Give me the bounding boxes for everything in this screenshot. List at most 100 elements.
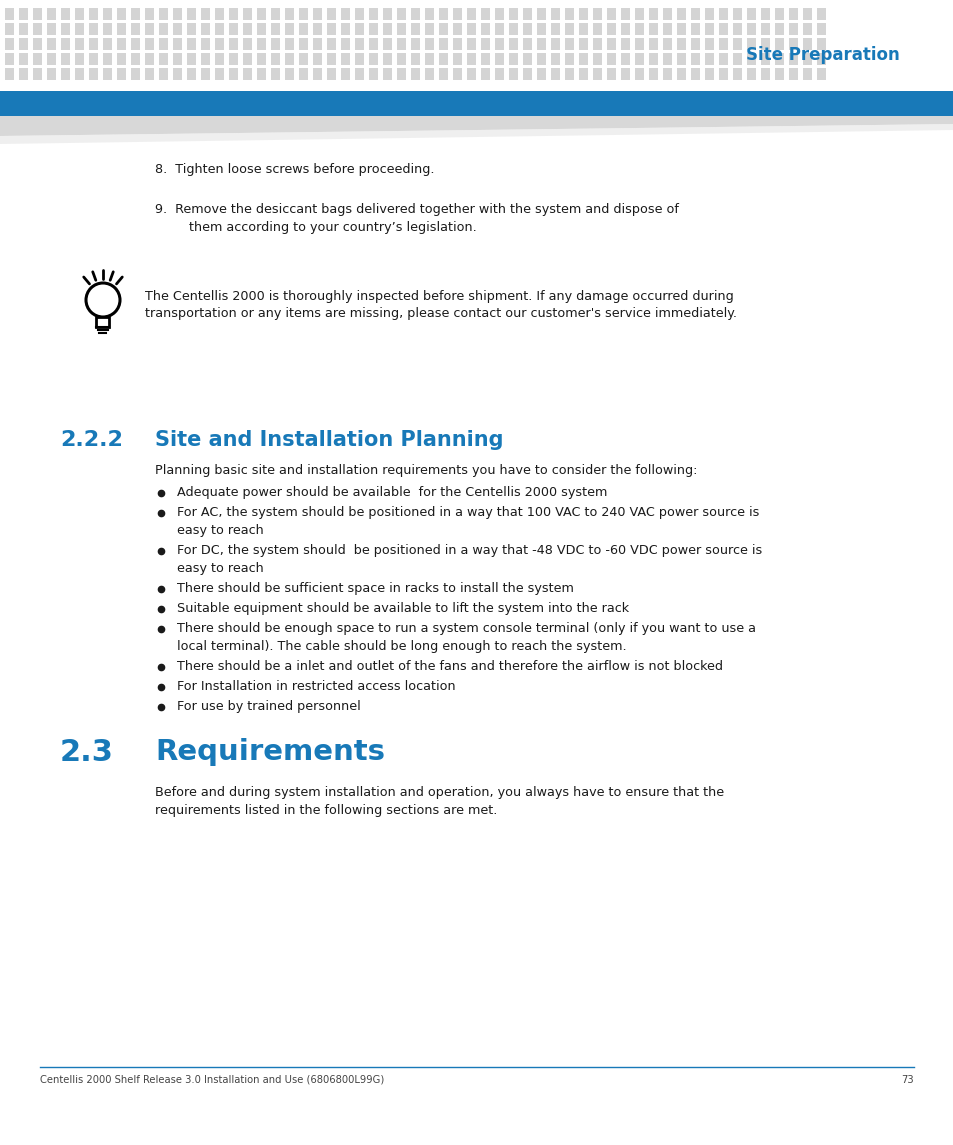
Bar — [256, 38, 266, 50]
Bar — [606, 53, 616, 65]
Bar — [298, 53, 308, 65]
Bar — [578, 8, 587, 19]
Bar — [453, 68, 461, 80]
Bar — [187, 38, 195, 50]
Bar — [229, 68, 237, 80]
Bar — [396, 53, 406, 65]
Bar — [788, 68, 797, 80]
Bar — [229, 23, 237, 35]
Bar — [172, 68, 182, 80]
Text: 8.  Tighten loose screws before proceeding.: 8. Tighten loose screws before proceedin… — [154, 163, 434, 176]
Bar — [802, 8, 811, 19]
Bar — [411, 8, 419, 19]
Bar — [33, 38, 42, 50]
Bar — [382, 68, 392, 80]
Bar — [522, 68, 532, 80]
Bar — [537, 53, 545, 65]
Bar — [480, 8, 490, 19]
Bar — [355, 8, 364, 19]
Bar — [172, 53, 182, 65]
Bar — [495, 53, 503, 65]
Bar — [47, 23, 56, 35]
Bar — [719, 53, 727, 65]
Bar — [788, 38, 797, 50]
Bar — [313, 53, 322, 65]
Bar — [355, 53, 364, 65]
Bar — [467, 68, 476, 80]
Bar — [396, 38, 406, 50]
Bar — [61, 53, 70, 65]
Text: them according to your country’s legislation.: them according to your country’s legisla… — [169, 221, 476, 234]
Bar — [243, 68, 252, 80]
Bar — [635, 23, 643, 35]
Bar — [19, 53, 28, 65]
Bar — [229, 38, 237, 50]
Bar — [159, 23, 168, 35]
Bar — [509, 68, 517, 80]
Bar — [593, 38, 601, 50]
Bar — [732, 8, 741, 19]
Bar — [187, 8, 195, 19]
Bar — [355, 23, 364, 35]
Bar — [719, 8, 727, 19]
Bar — [816, 23, 825, 35]
Bar — [145, 23, 153, 35]
Bar — [648, 8, 658, 19]
Bar — [648, 53, 658, 65]
Bar — [551, 8, 559, 19]
Text: Suitable equipment should be available to lift the system into the rack: Suitable equipment should be available t… — [177, 602, 628, 615]
Bar — [75, 53, 84, 65]
Bar — [256, 23, 266, 35]
Bar — [369, 68, 377, 80]
Bar — [760, 38, 769, 50]
Bar — [760, 53, 769, 65]
Bar — [89, 38, 98, 50]
Text: 2.2.2: 2.2.2 — [60, 431, 123, 450]
Bar — [103, 23, 112, 35]
Bar — [131, 23, 140, 35]
Bar — [453, 38, 461, 50]
Bar — [117, 38, 126, 50]
Bar — [677, 8, 685, 19]
Bar — [662, 38, 671, 50]
Bar — [340, 53, 350, 65]
Bar — [89, 68, 98, 80]
Bar — [509, 23, 517, 35]
Bar — [201, 23, 210, 35]
Bar — [467, 38, 476, 50]
Bar — [327, 38, 335, 50]
Bar — [145, 68, 153, 80]
Bar — [201, 53, 210, 65]
Bar — [606, 8, 616, 19]
Bar — [214, 68, 224, 80]
Bar — [396, 68, 406, 80]
Bar — [214, 23, 224, 35]
Bar — [201, 8, 210, 19]
Bar — [578, 23, 587, 35]
Bar — [271, 8, 280, 19]
Bar — [593, 68, 601, 80]
Bar — [788, 8, 797, 19]
Bar — [298, 23, 308, 35]
Bar — [662, 53, 671, 65]
Bar — [662, 8, 671, 19]
Text: Planning basic site and installation requirements you have to consider the follo: Planning basic site and installation req… — [154, 464, 697, 477]
Text: Centellis 2000 Shelf Release 3.0 Installation and Use (6806800L99G): Centellis 2000 Shelf Release 3.0 Install… — [40, 1075, 384, 1085]
Bar — [704, 53, 713, 65]
Bar — [285, 53, 294, 65]
Bar — [480, 23, 490, 35]
Bar — [690, 8, 700, 19]
Bar — [578, 68, 587, 80]
Bar — [732, 23, 741, 35]
Text: Adequate power should be available  for the Centellis 2000 system: Adequate power should be available for t… — [177, 485, 607, 499]
Bar — [564, 38, 574, 50]
Bar — [635, 38, 643, 50]
Bar — [662, 68, 671, 80]
Text: easy to reach: easy to reach — [177, 562, 263, 575]
Bar — [746, 68, 755, 80]
Bar — [438, 53, 448, 65]
Bar — [285, 38, 294, 50]
Bar — [411, 53, 419, 65]
Text: There should be enough space to run a system console terminal (only if you want : There should be enough space to run a sy… — [177, 622, 755, 635]
Bar — [19, 8, 28, 19]
